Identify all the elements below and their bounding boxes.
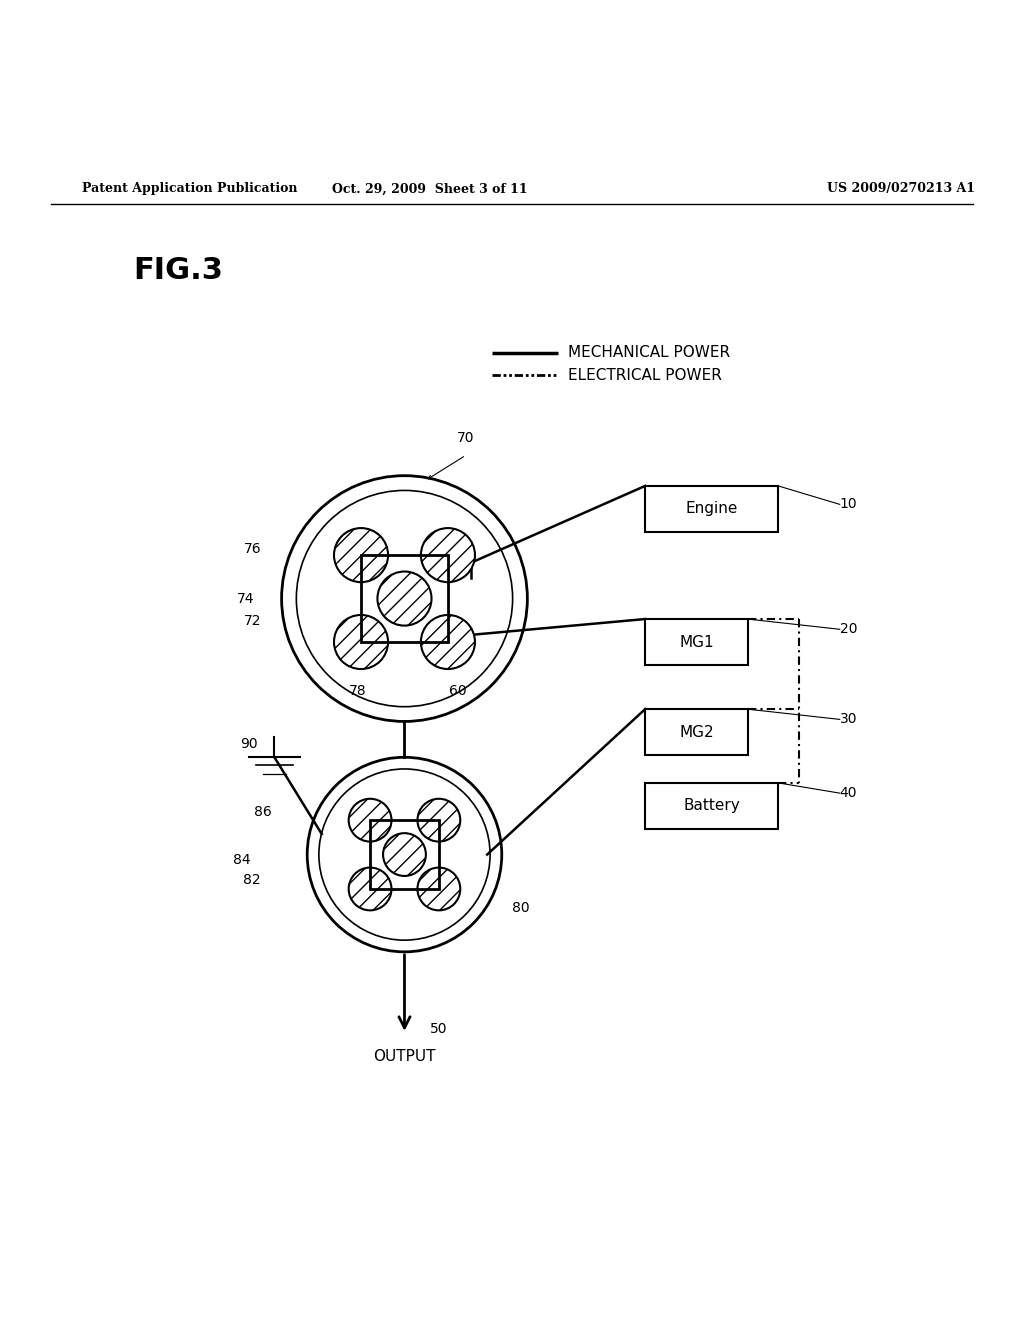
Text: 76: 76 — [244, 543, 261, 557]
Bar — [645, 783, 778, 829]
Text: 86: 86 — [254, 805, 271, 818]
Text: MECHANICAL POWER: MECHANICAL POWER — [568, 346, 730, 360]
Text: 70: 70 — [457, 430, 475, 445]
Text: Engine: Engine — [685, 502, 738, 516]
Circle shape — [349, 867, 391, 911]
Text: 90: 90 — [241, 737, 258, 751]
Circle shape — [418, 799, 460, 842]
Text: OUTPUT: OUTPUT — [373, 1049, 436, 1064]
Text: 84: 84 — [233, 853, 251, 867]
Text: ELECTRICAL POWER: ELECTRICAL POWER — [568, 368, 722, 383]
Circle shape — [334, 528, 388, 582]
Text: 30: 30 — [840, 713, 857, 726]
Text: MG1: MG1 — [679, 635, 714, 649]
Circle shape — [349, 799, 391, 842]
Text: Patent Application Publication: Patent Application Publication — [82, 182, 297, 195]
Text: 74: 74 — [237, 591, 254, 606]
Text: 10: 10 — [840, 498, 857, 511]
Bar — [645, 709, 748, 755]
Circle shape — [334, 615, 388, 669]
Circle shape — [383, 833, 426, 876]
Circle shape — [421, 528, 475, 582]
Circle shape — [378, 572, 431, 626]
Circle shape — [421, 615, 475, 669]
Text: 82: 82 — [244, 873, 261, 887]
Text: Battery: Battery — [683, 799, 740, 813]
Text: Oct. 29, 2009  Sheet 3 of 11: Oct. 29, 2009 Sheet 3 of 11 — [332, 182, 528, 195]
Text: 72: 72 — [244, 614, 261, 628]
Text: 60: 60 — [449, 684, 466, 698]
Text: 20: 20 — [840, 622, 857, 636]
Circle shape — [418, 867, 460, 911]
Text: 40: 40 — [840, 787, 857, 800]
Text: 50: 50 — [430, 1022, 447, 1036]
Text: 80: 80 — [512, 900, 529, 915]
Bar — [645, 486, 778, 532]
Text: FIG.3: FIG.3 — [133, 256, 223, 285]
Text: MG2: MG2 — [679, 725, 714, 739]
Text: 78: 78 — [349, 684, 367, 698]
Bar — [645, 619, 748, 665]
Text: US 2009/0270213 A1: US 2009/0270213 A1 — [827, 182, 975, 195]
